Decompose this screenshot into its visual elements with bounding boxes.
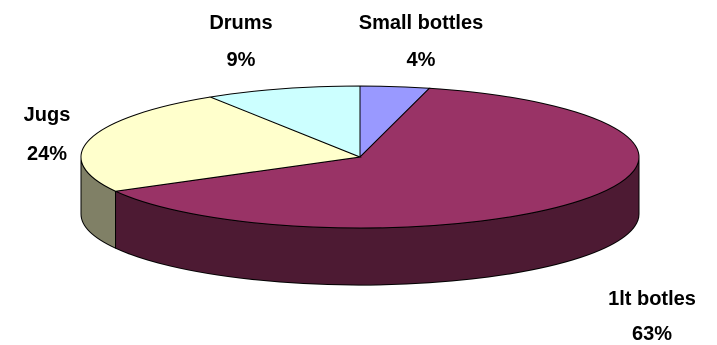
- pie-labels: Small bottles 4% 1lt botles 63% Jugs 24%…: [24, 12, 696, 345]
- slice-value-jugs: 24%: [27, 143, 67, 165]
- slice-label-drums: Drums: [209, 12, 272, 34]
- pie-slice-jugs: [80, 96, 362, 192]
- slice-label-small-bottles: Small bottles: [359, 12, 483, 34]
- pie-tops: [80, 85, 640, 229]
- slice-label-jugs: Jugs: [24, 104, 71, 126]
- slice-value-drums: 9%: [227, 49, 256, 71]
- slice-label-1lt-botles: 1lt botles: [608, 288, 696, 310]
- pie-slice-1lt-botles: [113, 87, 640, 229]
- pie-slice-drums: [208, 85, 361, 158]
- slice-value-small-bottles: 4%: [407, 49, 436, 71]
- slice-value-1lt-botles: 63%: [632, 323, 672, 345]
